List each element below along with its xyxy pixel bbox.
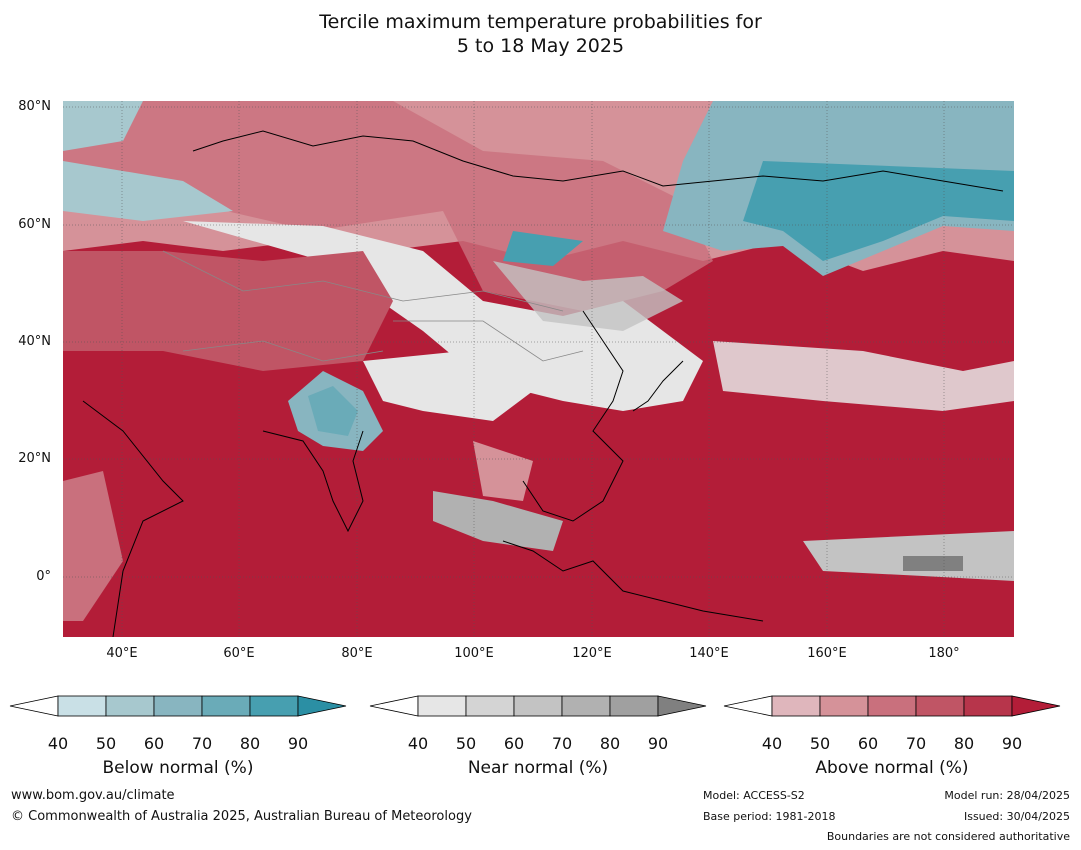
region-baikal-blue (503, 231, 583, 266)
region-india-blue-core (308, 386, 358, 436)
tick-70: 70 (551, 734, 573, 753)
country-borders (162, 250, 584, 362)
legend-above-normal: 40 50 60 70 80 90 Above normal (%) (723, 690, 1061, 780)
tick-70: 70 (905, 734, 927, 753)
region-africa-light-red (63, 471, 123, 621)
tick-90: 90 (647, 734, 669, 753)
region-northeast-dark-blue (743, 161, 1014, 261)
region-indochina-light (473, 441, 533, 501)
tick-80: 80 (239, 734, 261, 753)
lon-label-100e: 100°E (454, 646, 494, 661)
region-seasia-grey (433, 491, 563, 551)
lat-label-60n: 60°N (18, 217, 51, 232)
lon-label-40e: 40°E (106, 646, 138, 661)
legend-near-normal: 40 50 60 70 80 90 Near normal (%) (369, 690, 707, 780)
legend-title-above: Above normal (%) (815, 758, 969, 778)
disclaimer-text: Boundaries are not considered authoritat… (826, 830, 1070, 843)
map-canvas (63, 101, 1014, 637)
colorbar-cell (105, 695, 155, 717)
lon-label-180: 180° (928, 646, 960, 661)
colorbar-cell (417, 695, 467, 717)
lat-label-0: 0° (36, 569, 51, 584)
tick-50: 50 (455, 734, 477, 753)
lon-label-140e: 140°E (689, 646, 729, 661)
tick-50: 50 (95, 734, 117, 753)
tick-80: 80 (953, 734, 975, 753)
colorbar-cell (609, 695, 659, 717)
gridlines (63, 101, 1014, 637)
tick-60: 60 (503, 734, 525, 753)
colorbar-cell (249, 695, 299, 717)
colorbar-cell (867, 695, 917, 717)
tick-40: 40 (47, 734, 69, 753)
lat-label-40n: 40°N (18, 334, 51, 349)
base-period-text: Base period: 1981-2018 (703, 810, 836, 823)
title-line-2: 5 to 18 May 2025 (456, 35, 625, 57)
colorbar-cell (513, 695, 563, 717)
lon-label-120e: 120°E (572, 646, 612, 661)
lon-label-80e: 80°E (341, 646, 373, 661)
region-central-asia-red (63, 251, 393, 371)
website-link[interactable]: www.bom.gov.au/climate (11, 788, 175, 803)
colorbar-cell (963, 695, 1013, 717)
issued-text: Issued: 30/04/2025 (963, 810, 1070, 823)
colorbar-cell (465, 695, 515, 717)
lon-label-60e: 60°E (223, 646, 255, 661)
region-grey (493, 261, 683, 331)
legend-title-below: Below normal (%) (102, 758, 254, 778)
map-title: Tercile maximum temperature probabilitie… (0, 10, 1081, 58)
model-text: Model: ACCESS-S2 (703, 789, 805, 802)
coastlines (82, 130, 1004, 637)
colorbar-near (369, 695, 707, 717)
colorbar-cell (153, 695, 203, 717)
tick-60: 60 (857, 734, 879, 753)
ticks-below: 40 50 60 70 80 90 (10, 734, 346, 754)
region-pacific-near (713, 341, 1014, 411)
colorbar-cell (771, 695, 821, 717)
title-line-1: Tercile maximum temperature probabilitie… (319, 11, 762, 33)
lat-label-80n: 80°N (18, 99, 51, 114)
colorbar-cell (201, 695, 251, 717)
copyright-text: © Commonwealth of Australia 2025, Austra… (11, 809, 472, 824)
probability-map (63, 101, 1014, 637)
region-central-near-normal (183, 221, 703, 411)
legend-below-normal: 40 50 60 70 80 90 Below normal (%) (9, 690, 347, 780)
region-tibet-near (363, 351, 533, 421)
lon-label-160e: 160°E (807, 646, 847, 661)
ticks-above: 40 50 60 70 80 90 (724, 734, 1060, 754)
colorbar-cell (915, 695, 965, 717)
tick-90: 90 (1001, 734, 1023, 753)
tick-60: 60 (143, 734, 165, 753)
tick-40: 40 (761, 734, 783, 753)
colorbar-below (9, 695, 347, 717)
colorbar-cell (819, 695, 869, 717)
colorbar-above (723, 695, 1061, 717)
legend-title-near: Near normal (%) (467, 758, 609, 778)
tick-70: 70 (191, 734, 213, 753)
region-northwest-blue (63, 101, 143, 151)
ticks-near: 40 50 60 70 80 90 (370, 734, 706, 754)
colorbar-cell (57, 695, 107, 717)
tick-90: 90 (287, 734, 309, 753)
lat-label-20n: 20°N (18, 451, 51, 466)
colorbar-cell (561, 695, 611, 717)
region-pacific-dark-grey (903, 556, 963, 571)
tick-80: 80 (599, 734, 621, 753)
model-run-text: Model run: 28/04/2025 (944, 789, 1070, 802)
tick-40: 40 (407, 734, 429, 753)
tick-50: 50 (809, 734, 831, 753)
region-scandinavia-blue (63, 161, 233, 221)
